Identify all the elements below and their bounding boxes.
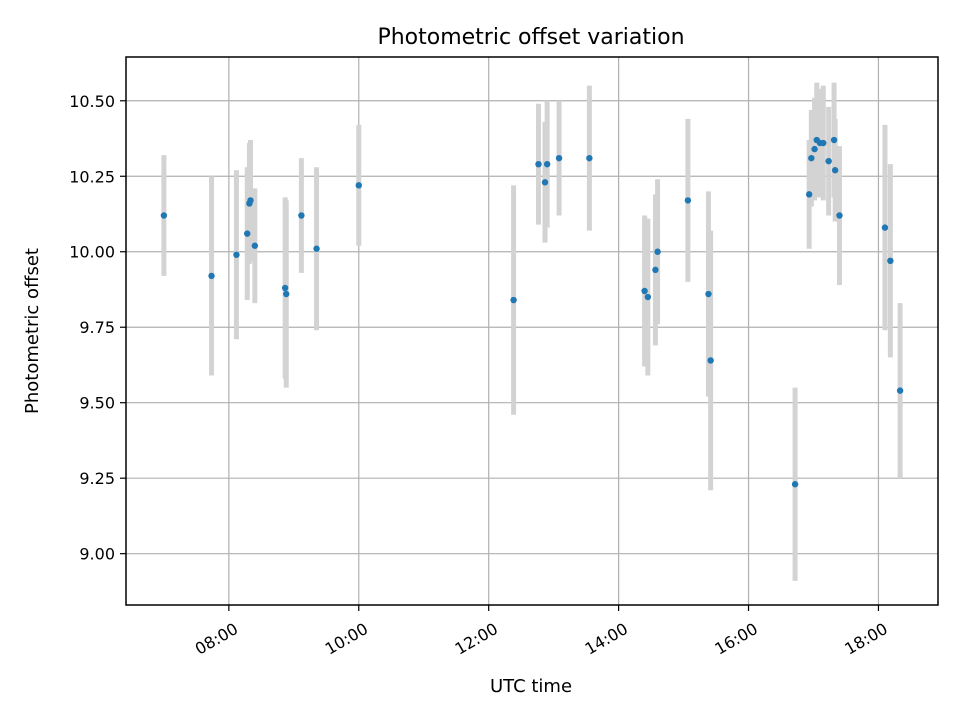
data-point bbox=[160, 212, 168, 219]
data-point bbox=[808, 154, 815, 162]
data-point bbox=[652, 266, 659, 274]
data-point bbox=[705, 290, 712, 298]
data-point bbox=[251, 242, 259, 249]
data-point bbox=[313, 245, 320, 252]
y-tick-label: 9.00 bbox=[79, 545, 115, 564]
chart-title: Photometric offset variation bbox=[377, 25, 684, 50]
data-point bbox=[641, 287, 648, 295]
data-point bbox=[707, 357, 714, 364]
data-point bbox=[541, 179, 549, 186]
data-point bbox=[820, 139, 827, 147]
data-point bbox=[644, 293, 652, 301]
data-point bbox=[281, 284, 289, 292]
data-point bbox=[247, 197, 254, 204]
x-axis-label: UTC time bbox=[490, 676, 572, 697]
data-point bbox=[298, 212, 305, 219]
y-tick-label: 10.50 bbox=[69, 92, 115, 111]
data-point bbox=[244, 230, 251, 237]
data-point bbox=[555, 154, 563, 162]
data-point bbox=[825, 157, 832, 165]
grid-lines bbox=[126, 57, 938, 605]
data-point bbox=[535, 160, 542, 168]
data-point bbox=[208, 272, 215, 280]
data-point bbox=[896, 387, 904, 394]
data-point bbox=[805, 191, 813, 198]
data-point bbox=[355, 182, 362, 189]
data-point bbox=[791, 481, 799, 488]
data-point bbox=[684, 197, 692, 204]
data-point bbox=[830, 136, 838, 144]
data-point bbox=[811, 145, 818, 153]
data-point bbox=[543, 160, 551, 168]
y-tick-label: 10.00 bbox=[69, 243, 115, 262]
data-point bbox=[510, 296, 517, 304]
y-axis-ticks: 9.00 9.25 9.50 9.75 10.00 10.25 10.50 bbox=[69, 92, 126, 564]
data-point bbox=[887, 257, 894, 265]
data-point bbox=[586, 154, 593, 162]
data-points bbox=[160, 136, 904, 488]
data-point bbox=[836, 212, 843, 219]
data-point bbox=[233, 251, 240, 258]
y-tick-label: 9.50 bbox=[79, 394, 115, 413]
y-axis-label: Photometric offset bbox=[22, 248, 43, 414]
data-point bbox=[831, 167, 839, 174]
data-point bbox=[283, 290, 290, 298]
y-tick-label: 10.25 bbox=[69, 167, 115, 186]
y-tick-label: 9.75 bbox=[79, 318, 115, 337]
data-point bbox=[881, 224, 889, 231]
data-point bbox=[654, 248, 661, 255]
y-tick-label: 9.25 bbox=[79, 469, 115, 488]
plot-area-frame bbox=[125, 56, 939, 606]
